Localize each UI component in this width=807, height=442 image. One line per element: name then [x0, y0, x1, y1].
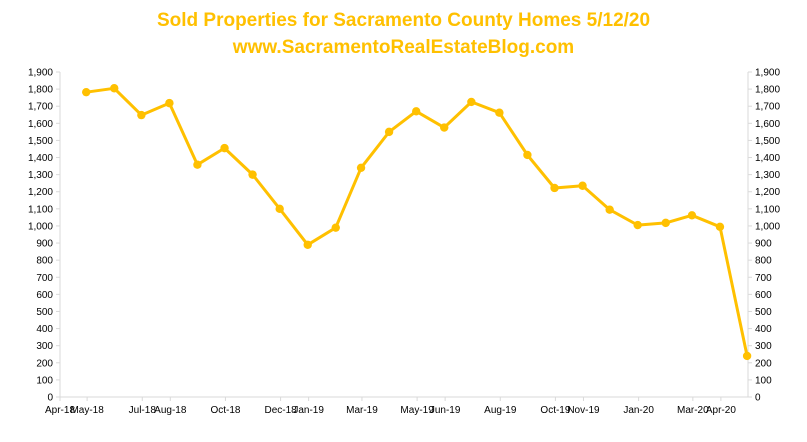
data-point	[110, 84, 119, 93]
chart-title: Sold Properties for Sacramento County Ho…	[156, 10, 651, 31]
data-point	[467, 97, 476, 107]
y-tick-label-left: 500	[36, 307, 53, 318]
data-point	[605, 205, 614, 214]
y-tick-label-right: 400	[755, 324, 772, 335]
y-tick-label-left: 1,400	[28, 153, 53, 164]
data-point	[550, 183, 559, 193]
y-tick-label-right: 1,900	[755, 68, 780, 79]
y-tick-label-right: 200	[755, 358, 772, 369]
series-line	[85, 86, 749, 357]
data-point	[384, 127, 394, 137]
y-tick-label-right: 0	[755, 393, 761, 404]
data-point	[248, 170, 257, 179]
data-point	[495, 108, 504, 117]
y-tick-label-right: 500	[755, 307, 772, 318]
y-tick-label-right: 1,200	[755, 187, 780, 198]
y-tick-label-left: 1,300	[28, 170, 53, 181]
y-tick-label-right: 100	[755, 375, 772, 386]
data-point	[165, 98, 174, 108]
x-tick-label: Dec-18	[264, 405, 297, 416]
y-tick-label-right: 600	[755, 290, 772, 301]
y-tick-label-left: 1,800	[28, 85, 53, 96]
y-tick-label-left: 0	[47, 393, 53, 404]
y-tick-label-right: 1,700	[755, 102, 780, 113]
x-tick-label: Jun-19	[430, 405, 461, 416]
x-tick-label: Mar-20	[677, 405, 709, 416]
y-tick-label-right: 1,600	[755, 119, 780, 130]
y-tick-label-right: 800	[755, 256, 772, 267]
y-tick-label-left: 1,600	[28, 119, 53, 130]
y-tick-label-right: 1,800	[755, 85, 780, 96]
y-tick-label-left: 200	[36, 358, 53, 369]
x-tick-label: Oct-19	[540, 405, 570, 416]
x-tick-label: May-18	[70, 405, 104, 416]
x-tick-label: Jan-20	[623, 405, 654, 416]
x-tick-label: Oct-18	[210, 405, 240, 416]
y-tick-label-left: 400	[36, 324, 53, 335]
x-tick-label: Aug-19	[484, 405, 517, 416]
data-point	[742, 351, 752, 361]
data-point	[275, 204, 284, 214]
data-point	[331, 223, 340, 232]
data-point	[137, 110, 146, 120]
y-tick-label-right: 1,400	[755, 153, 780, 164]
data-point	[193, 160, 202, 169]
x-tick-label: Apr-20	[706, 405, 736, 416]
x-tick-label: Aug-18	[154, 405, 187, 416]
data-point	[523, 150, 532, 160]
y-tick-label-left: 800	[36, 256, 53, 267]
y-tick-label-left: 900	[36, 239, 53, 250]
y-tick-label-right: 700	[755, 273, 772, 284]
y-tick-label-left: 1,700	[28, 102, 53, 113]
x-tick-label: Jan-19	[293, 405, 324, 416]
data-point	[303, 240, 312, 249]
y-tick-label-right: 1,500	[755, 136, 780, 147]
y-tick-label-left: 1,200	[28, 187, 53, 198]
data-point	[715, 222, 725, 232]
x-tick-label: Jul-18	[129, 405, 157, 416]
y-tick-label-left: 300	[36, 341, 53, 352]
y-tick-label-right: 900	[755, 239, 772, 250]
data-point	[412, 107, 421, 116]
data-point	[661, 218, 670, 228]
y-tick-label-right: 1,100	[755, 204, 780, 215]
y-tick-label-left: 1,900	[28, 68, 53, 79]
data-point	[82, 87, 91, 97]
y-tick-label-left: 100	[36, 375, 53, 386]
data-point	[220, 143, 229, 153]
y-tick-label-left: 1,500	[28, 136, 53, 147]
data-point	[440, 123, 449, 132]
data-point	[687, 211, 697, 220]
y-tick-label-right: 1,300	[755, 170, 780, 181]
y-tick-label-right: 1,000	[755, 221, 780, 232]
x-tick-label: May-19	[400, 405, 434, 416]
y-tick-label-left: 1,100	[28, 204, 53, 215]
data-point	[356, 163, 366, 172]
y-tick-label-left: 600	[36, 290, 53, 301]
x-tick-label: Apr-18	[45, 405, 75, 416]
y-tick-label-left: 700	[36, 273, 53, 284]
chart-subtitle: www.SacramentoRealEstateBlog.com	[232, 37, 575, 58]
y-tick-label-left: 1,000	[28, 221, 53, 232]
x-tick-label: Nov-19	[567, 405, 600, 416]
data-point	[578, 181, 587, 190]
y-tick-label-right: 300	[755, 341, 772, 352]
x-tick-label: Mar-19	[346, 405, 378, 416]
data-point	[633, 220, 642, 230]
